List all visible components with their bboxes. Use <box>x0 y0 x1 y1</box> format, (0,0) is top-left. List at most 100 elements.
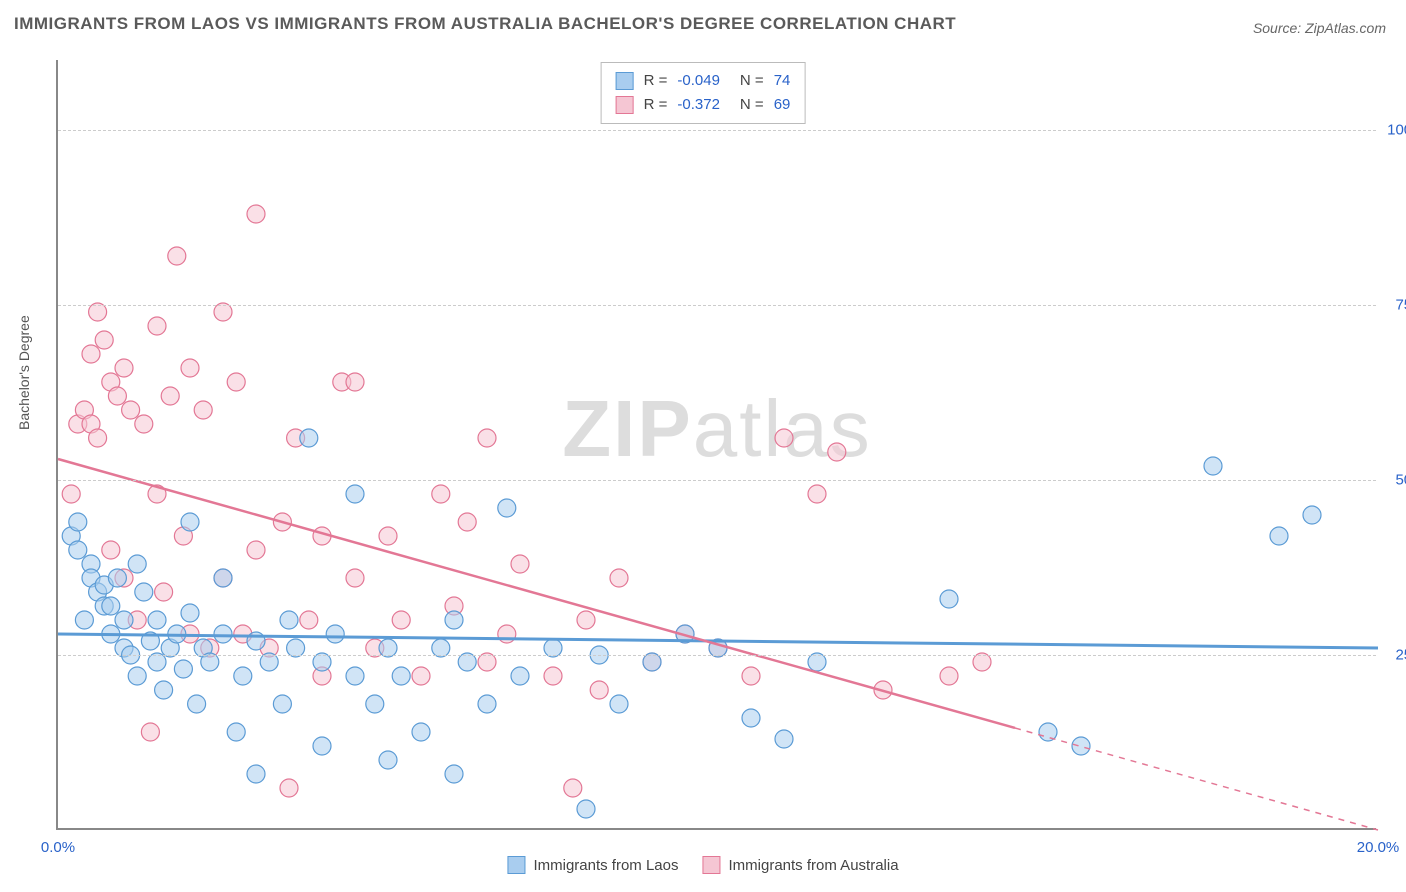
data-point <box>564 779 582 797</box>
data-point <box>214 625 232 643</box>
data-point <box>346 373 364 391</box>
r-label: R = <box>644 93 668 117</box>
data-point <box>1072 737 1090 755</box>
data-point <box>458 513 476 531</box>
data-point <box>181 359 199 377</box>
legend-item-laos: Immigrants from Laos <box>507 856 678 874</box>
data-point <box>122 401 140 419</box>
data-point <box>148 317 166 335</box>
data-point <box>498 499 516 517</box>
n-value-laos: 74 <box>774 69 791 93</box>
data-point <box>775 429 793 447</box>
data-point <box>181 604 199 622</box>
n-label: N = <box>740 69 764 93</box>
data-point <box>69 513 87 531</box>
gridline <box>58 655 1376 656</box>
data-point <box>227 723 245 741</box>
data-point <box>346 569 364 587</box>
correlation-legend: R = -0.049 N = 74 R = -0.372 N = 69 <box>601 62 806 124</box>
data-point <box>1303 506 1321 524</box>
gridline <box>58 480 1376 481</box>
data-point <box>610 569 628 587</box>
data-point <box>392 667 410 685</box>
data-point <box>379 527 397 545</box>
data-point <box>412 723 430 741</box>
scatter-svg <box>58 60 1376 828</box>
data-point <box>234 667 252 685</box>
n-value-australia: 69 <box>774 93 791 117</box>
data-point <box>940 590 958 608</box>
data-point <box>577 800 595 818</box>
data-point <box>62 485 80 503</box>
data-point <box>511 555 529 573</box>
data-point <box>346 667 364 685</box>
y-tick-label: 50.0% <box>1395 472 1406 489</box>
data-point <box>478 429 496 447</box>
trend-line <box>58 459 1015 728</box>
data-point <box>155 681 173 699</box>
data-point <box>326 625 344 643</box>
data-point <box>273 695 291 713</box>
series-legend: Immigrants from Laos Immigrants from Aus… <box>507 856 898 874</box>
data-point <box>174 660 192 678</box>
data-point <box>194 401 212 419</box>
chart-title: IMMIGRANTS FROM LAOS VS IMMIGRANTS FROM … <box>14 14 956 34</box>
data-point <box>412 667 430 685</box>
data-point <box>227 373 245 391</box>
data-point <box>577 611 595 629</box>
data-point <box>478 695 496 713</box>
data-point <box>102 597 120 615</box>
data-point <box>1270 527 1288 545</box>
y-tick-label: 75.0% <box>1395 297 1406 314</box>
data-point <box>610 695 628 713</box>
data-point <box>135 583 153 601</box>
gridline <box>58 305 1376 306</box>
data-point <box>544 667 562 685</box>
data-point <box>188 695 206 713</box>
data-point <box>511 667 529 685</box>
data-point <box>115 359 133 377</box>
y-tick-label: 25.0% <box>1395 647 1406 664</box>
legend-label-australia: Immigrants from Australia <box>729 857 899 874</box>
chart-plot-area: ZIPatlas 25.0%50.0%75.0%100.0%0.0%20.0% <box>56 60 1376 830</box>
data-point <box>742 709 760 727</box>
data-point <box>214 569 232 587</box>
data-point <box>89 429 107 447</box>
data-point <box>69 541 87 559</box>
y-axis-label: Bachelor's Degree <box>16 315 32 430</box>
data-point <box>300 429 318 447</box>
swatch-australia-bottom <box>703 856 721 874</box>
x-tick-label: 0.0% <box>41 839 75 856</box>
data-point <box>432 485 450 503</box>
data-point <box>247 205 265 223</box>
data-point <box>108 387 126 405</box>
data-point <box>280 779 298 797</box>
n-label: N = <box>740 93 764 117</box>
data-point <box>141 723 159 741</box>
legend-row-laos: R = -0.049 N = 74 <box>616 69 791 93</box>
data-point <box>366 695 384 713</box>
data-point <box>346 485 364 503</box>
legend-label-laos: Immigrants from Laos <box>533 857 678 874</box>
data-point <box>161 387 179 405</box>
data-point <box>128 667 146 685</box>
data-point <box>280 611 298 629</box>
data-point <box>128 555 146 573</box>
data-point <box>940 667 958 685</box>
data-point <box>95 331 113 349</box>
data-point <box>135 415 153 433</box>
data-point <box>75 611 93 629</box>
data-point <box>155 583 173 601</box>
data-point <box>247 765 265 783</box>
data-point <box>379 751 397 769</box>
data-point <box>828 443 846 461</box>
y-tick-label: 100.0% <box>1387 122 1406 139</box>
trend-line-extrapolated <box>1015 728 1378 830</box>
swatch-australia <box>616 96 634 114</box>
r-label: R = <box>644 69 668 93</box>
swatch-laos-bottom <box>507 856 525 874</box>
data-point <box>108 569 126 587</box>
data-point <box>300 611 318 629</box>
data-point <box>115 611 133 629</box>
r-value-laos: -0.049 <box>677 69 720 93</box>
